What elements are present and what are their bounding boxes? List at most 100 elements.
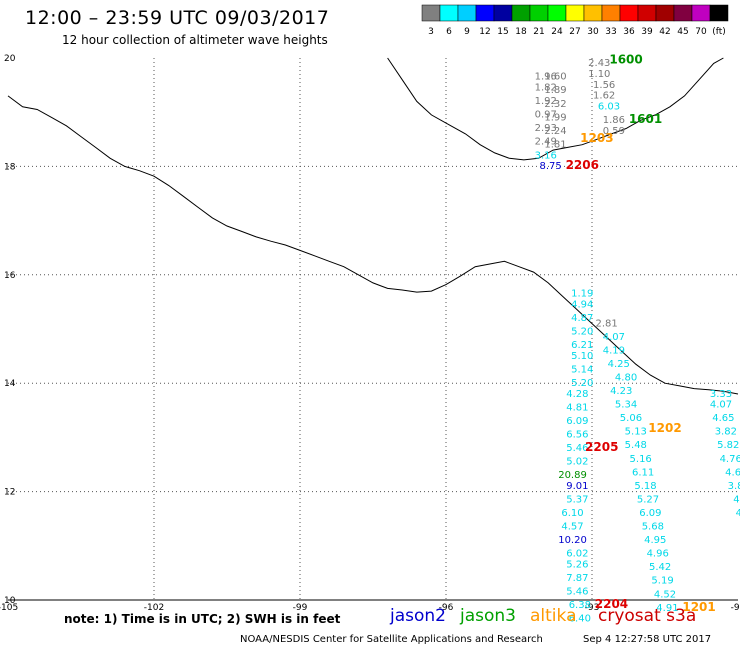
legend-label: jason2 <box>390 606 446 626</box>
wave-height-label: 1.60 <box>544 72 566 83</box>
colorbar-label: 15 <box>497 27 508 37</box>
wave-height-label: 1.19 <box>571 288 593 299</box>
wave-height-label: 4.07 <box>603 332 625 343</box>
wave-height-label: 4.80 <box>615 372 637 383</box>
wave-height-label: 4.23 <box>610 386 632 397</box>
wave-height-label: 6.09 <box>639 508 661 519</box>
wave-height-label: 0.59 <box>603 126 625 137</box>
legend-jason3: jason3 <box>460 606 516 626</box>
y-tick-label: 12 <box>4 488 15 498</box>
wave-height-label: 1.81 <box>544 139 566 150</box>
legend-label: jason3 <box>460 606 516 626</box>
colorbar-label: 27 <box>569 27 580 37</box>
wave-height-label: 5.48 <box>625 440 647 451</box>
wave-height-label: 5.20 <box>571 378 593 389</box>
wave-height-label: 8.75 <box>540 161 562 172</box>
wave-height-label: 3.16 <box>535 150 557 161</box>
wave-height-label: 4.81 <box>566 402 588 413</box>
wave-height-label: 1.10 <box>588 69 610 80</box>
colorbar-label: 24 <box>551 27 563 37</box>
wave-height-label: 5.18 <box>634 481 656 492</box>
wave-height-label: 5.19 <box>651 576 673 587</box>
wave-height-label: 5.16 <box>630 454 652 465</box>
colorbar-label: 45 <box>677 27 688 37</box>
wave-height-label: 6.38 <box>569 600 591 611</box>
wave-height-label: 1.86 <box>603 115 625 126</box>
wave-height-label: 1.56 <box>593 80 615 91</box>
wave-height-label: 4.65 <box>712 413 734 424</box>
colorbar-label: 70 <box>695 27 707 37</box>
x-tick-label: -105 <box>0 603 18 613</box>
pass-time-label: 1202 <box>648 421 681 435</box>
pass-time-label: 1201 <box>682 600 715 614</box>
coastline-gulf <box>387 57 724 161</box>
wave-height-label: 2.24 <box>544 126 566 137</box>
wave-height-label: 2.49 <box>535 137 557 148</box>
wave-height-label: 6.02 <box>566 549 588 560</box>
legend-jason2: jason2 <box>390 606 446 626</box>
wave-height-label: 5.82 <box>717 440 739 451</box>
note-text: note: 1) Time is in UTC; 2) SWH is in fe… <box>64 612 341 626</box>
x-tick-label: -96 <box>439 603 454 613</box>
x-tick-label: -102 <box>144 603 164 613</box>
wave-height-label: 5.20 <box>571 326 593 337</box>
y-tick-label: 16 <box>4 271 16 281</box>
wave-height-label: 2.93 <box>535 123 557 134</box>
colorbar-label: 18 <box>515 27 527 37</box>
wave-height-label: 0.97 <box>535 110 557 121</box>
wave-height-label: 10.20 <box>558 535 587 546</box>
wave-height-label: 4.94 <box>571 299 593 310</box>
pass-time-label: 1203 <box>580 131 613 145</box>
wave-height-label: 5.46 <box>566 443 588 454</box>
wave-height-label: 4.28 <box>566 389 588 400</box>
wave-height-label: 3.8 <box>728 481 740 492</box>
legend-label: cryosat s3a <box>598 606 697 626</box>
colorbar-label: 39 <box>641 27 653 37</box>
colorbar-label: 21 <box>533 27 544 37</box>
wave-height-label: 1.96 <box>535 72 557 83</box>
x-tick-label: -99 <box>293 603 308 613</box>
wave-height-label: 5.13 <box>625 427 647 438</box>
wave-height-label: 4.76 <box>720 454 740 465</box>
coastline-pacific <box>7 95 739 395</box>
wave-height-label: 4. <box>736 508 740 519</box>
wave-height-label: 5.46 <box>566 587 588 598</box>
wave-height-label: 3.82 <box>715 427 737 438</box>
wave-height-label: 3.33 <box>710 389 732 400</box>
wave-height-label: 4.57 <box>561 522 583 533</box>
wave-height-label: 4.52 <box>654 589 676 600</box>
colorbar-label: 12 <box>479 27 490 37</box>
wave-height-label: 4.87 <box>571 313 593 324</box>
colorbar-label: 30 <box>587 27 599 37</box>
wave-height-label: 4.07 <box>710 400 732 411</box>
legend-cryosat: cryosat s3a <box>598 606 696 626</box>
legend-altika: altika <box>530 606 577 626</box>
wave-height-label: 4.96 <box>647 549 669 560</box>
wave-height-label: 6.09 <box>566 416 588 427</box>
wave-height-label: 6.11 <box>632 467 654 478</box>
wave-height-label: 5.42 <box>649 562 671 573</box>
pass-time-label: 1601 <box>629 112 662 126</box>
color-scale-bar: 3 6 9 12 15 18 21 24 27 30 33 36 39 42 45 70 (ft) <box>421 4 729 37</box>
wave-height-label: 1.89 <box>544 85 566 96</box>
legend-label: altika <box>530 606 577 626</box>
wave-height-label: 20.89 <box>558 470 587 481</box>
wave-height-label: 5.34 <box>615 400 637 411</box>
chart-title: 12:00 – 23:59 UTC 09/03/2017 <box>25 7 330 29</box>
wave-height-label: 5.02 <box>566 457 588 468</box>
wave-height-label: 1.82 <box>535 83 557 94</box>
wave-height-label: 5.14 <box>571 364 593 375</box>
wave-height-label: 4.19 <box>603 345 625 356</box>
colorbar-swatch <box>709 4 729 22</box>
colorbar-label: 33 <box>605 27 616 37</box>
colorbar-label: (ft) <box>712 27 726 37</box>
credit-text: NOAA/NESDIS Center for Satellite Applica… <box>240 634 543 645</box>
wave-height-label: 5.37 <box>566 494 588 505</box>
y-tick-label: 20 <box>4 54 16 64</box>
wave-height-label: 6.10 <box>561 508 583 519</box>
colorbar-label: 42 <box>659 27 670 37</box>
pass-time-label: 2206 <box>566 158 599 172</box>
pass-time-label: 2205 <box>585 440 618 454</box>
wave-height-label: 6.56 <box>566 429 588 440</box>
